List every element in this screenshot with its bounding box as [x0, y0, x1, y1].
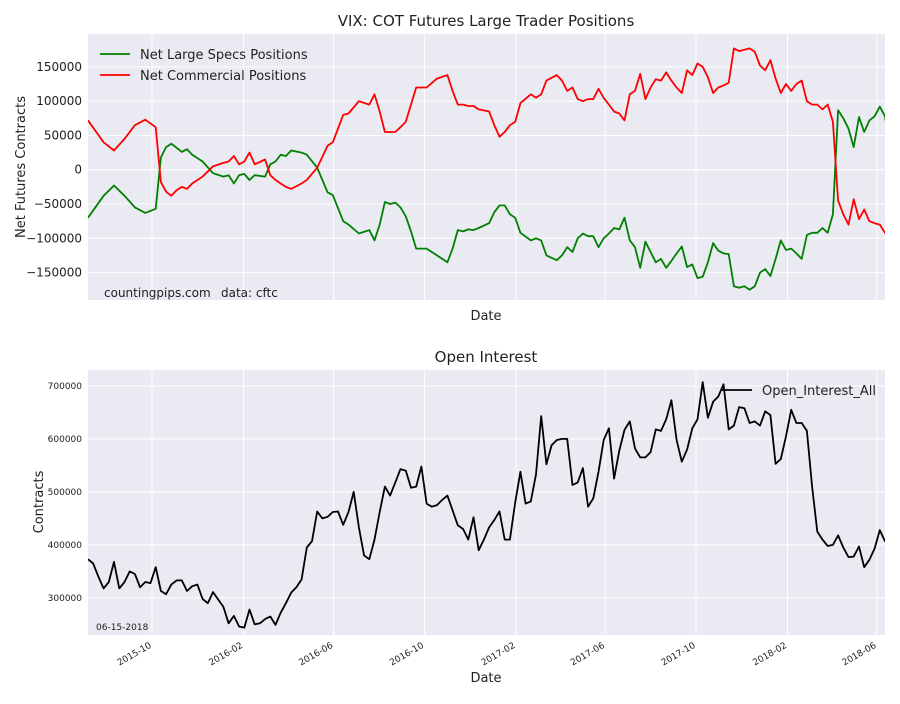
top-chart: VIX: COT Futures Large Trader Positions … — [14, 12, 885, 324]
top-y-tick-label: 50000 — [44, 128, 82, 142]
top-series-lines — [88, 47, 885, 291]
top-series-line-1 — [88, 47, 885, 234]
x-tick-label: 2016-02 — [207, 641, 245, 668]
top-gridlines — [88, 34, 885, 300]
bottom-y-tick-label: 600000 — [48, 435, 83, 445]
x-tick-label: 2017-02 — [480, 641, 518, 668]
source-site-annotation: countingpips.com — [104, 286, 211, 300]
bottom-legend: Open_Interest_All — [722, 384, 876, 399]
bottom-chart-title: Open Interest — [435, 348, 538, 366]
legend-label-open-interest: Open_Interest_All — [762, 384, 876, 399]
top-y-tick-labels: −150000 −100000 −50000 0 50000 100000 150000 — [26, 60, 82, 280]
top-y-axis-label: Net Futures Contracts — [14, 96, 29, 238]
x-tick-label: 2017-10 — [660, 641, 698, 669]
top-y-tick-label: −150000 — [26, 266, 82, 280]
bottom-y-tick-labels: 300000 400000 500000 600000 700000 — [48, 382, 83, 604]
x-tick-label: 2017-06 — [569, 641, 607, 669]
date-annotation: 06-15-2018 — [96, 623, 149, 633]
top-series-line-0 — [88, 105, 885, 291]
bottom-x-axis-label: Date — [470, 671, 501, 686]
bottom-chart: Open Interest 300000 400000 500000 600000 70… — [32, 348, 885, 686]
bottom-y-tick-label: 700000 — [48, 382, 83, 392]
x-tick-label: 2018-06 — [841, 641, 879, 669]
top-y-tick-label: 0 — [74, 163, 82, 177]
x-tick-label: 2016-10 — [388, 641, 426, 669]
top-y-tick-label: −50000 — [34, 197, 82, 211]
top-y-tick-label: 100000 — [36, 94, 82, 108]
bottom-series-line-0 — [88, 381, 885, 629]
top-y-tick-label: 150000 — [36, 60, 82, 74]
data-source-annotation: data: cftc — [221, 286, 278, 300]
legend-label-commercial: Net Commercial Positions — [140, 69, 306, 84]
bottom-x-tick-labels: 2015-10 2016-02 2016-06 2016-10 2017-02 2017-… — [116, 641, 879, 669]
bottom-y-tick-label: 400000 — [48, 541, 83, 551]
top-plot-area — [88, 34, 885, 300]
bottom-gridlines — [88, 370, 885, 635]
bottom-y-tick-label: 300000 — [48, 594, 83, 604]
bottom-y-tick-label: 500000 — [48, 488, 83, 498]
bottom-y-axis-label: Contracts — [32, 470, 47, 533]
bottom-plot-area — [88, 370, 885, 635]
bottom-series-lines — [88, 381, 885, 629]
top-legend: Net Large Specs Positions Net Commercial… — [100, 48, 308, 84]
top-chart-title: VIX: COT Futures Large Trader Positions — [338, 12, 635, 30]
x-tick-label: 2015-10 — [116, 641, 154, 669]
top-y-tick-label: −100000 — [26, 231, 82, 245]
x-tick-label: 2016-06 — [298, 641, 336, 669]
x-tick-label: 2018-02 — [751, 641, 789, 668]
legend-label-specs: Net Large Specs Positions — [140, 48, 308, 63]
top-x-axis-label: Date — [470, 309, 501, 324]
